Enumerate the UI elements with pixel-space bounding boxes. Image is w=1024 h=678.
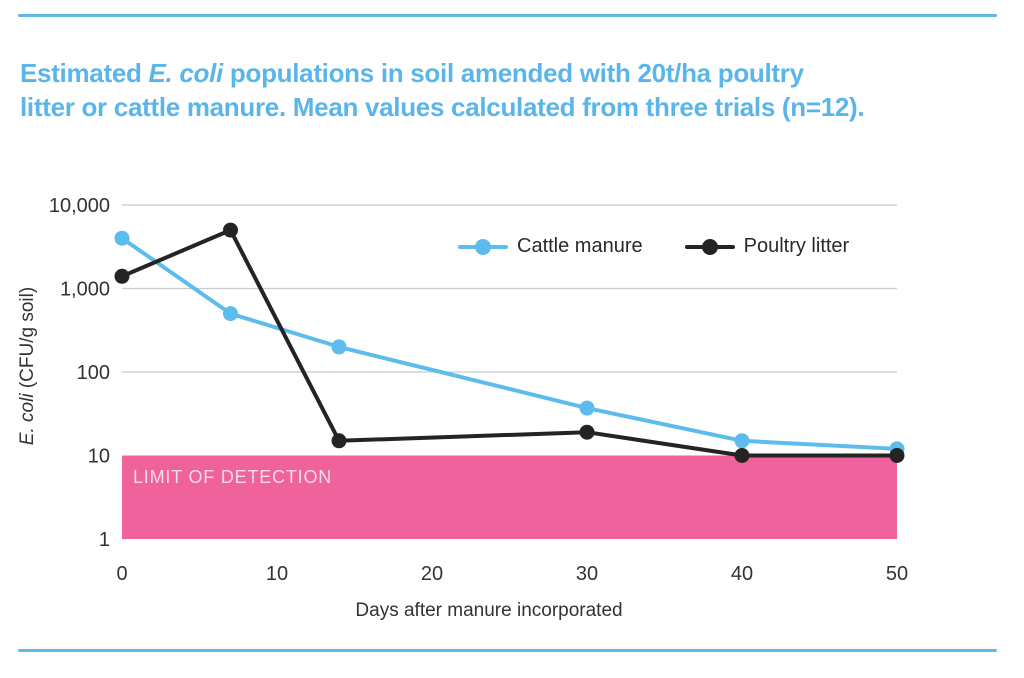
caption-text: Estimated	[20, 58, 149, 88]
legend: Cattle manure Poultry litter	[458, 235, 849, 258]
cattle-manure-dot-icon	[475, 238, 491, 255]
data-point-poultry-litter-day-30	[579, 424, 595, 440]
y-axis-title: E. coli (CFU/g soil)	[17, 287, 38, 445]
bottom-divider-rule	[18, 649, 997, 652]
cattle-manure-line-marker-icon	[458, 238, 508, 255]
data-point-cattle-manure-day-14	[331, 339, 347, 355]
poultry-litter-line-marker-icon	[684, 238, 735, 255]
x-tick-label: 40	[731, 563, 753, 585]
caption-text: populations in soil amended with 20t/ha …	[222, 58, 804, 88]
x-axis-tick-labels: 0 10 20 30 40 50	[116, 563, 908, 585]
legend-item-cattle-manure: Cattle manure	[458, 235, 643, 258]
data-series	[114, 222, 905, 463]
data-point-poultry-litter-day-0	[114, 268, 130, 284]
legend-item-poultry-litter: Poultry litter	[684, 235, 850, 258]
series-line-cattle-manure	[120, 236, 899, 451]
y-axis-tick-labels: 10,000 1,000 100 10 1	[49, 195, 110, 551]
limit-of-detection-label: LIMIT OF DETECTION	[133, 467, 332, 487]
data-point-cattle-manure-day-30	[579, 400, 595, 416]
limit-of-detection-band-group: LIMIT OF DETECTION	[122, 455, 897, 539]
poultry-litter-dot-icon	[701, 238, 718, 255]
limit-of-detection-band	[122, 455, 897, 539]
y-tick-label: 1,000	[60, 279, 110, 301]
y-tick-label: 10	[88, 446, 110, 468]
x-tick-label: 50	[886, 563, 908, 585]
y-tick-label: 1	[99, 529, 110, 551]
y-tick-label: 100	[77, 362, 110, 384]
x-tick-label: 0	[116, 563, 127, 585]
data-point-poultry-litter-day-40	[734, 448, 750, 463]
legend-label-poultry-litter: Poultry litter	[743, 235, 850, 257]
data-point-cattle-manure-day-0	[114, 230, 130, 246]
data-point-cattle-manure-day-7	[223, 306, 238, 322]
data-point-poultry-litter-day-50	[889, 448, 905, 463]
x-tick-label: 10	[266, 563, 288, 585]
x-tick-label: 20	[421, 563, 443, 585]
x-axis-title: Days after manure incorporated	[355, 600, 622, 621]
data-point-poultry-litter-day-7	[223, 222, 238, 238]
caption-line-2: litter or cattle manure. Mean values cal…	[20, 92, 865, 122]
y-tick-label: 10,000	[49, 195, 110, 217]
y-axis-title-rest: (CFU/g soil)	[17, 287, 38, 394]
top-divider-rule	[18, 14, 997, 17]
figure-caption: Estimated E. coli populations in soil am…	[20, 56, 865, 124]
data-point-cattle-manure-day-40	[734, 433, 750, 449]
data-point-poultry-litter-day-14	[331, 433, 347, 449]
caption-italic-species: E. coli	[148, 58, 224, 88]
gridlines	[122, 204, 897, 373]
y-axis-title-italic: E. coli	[17, 393, 38, 446]
legend-label-cattle-manure: Cattle manure	[517, 235, 643, 257]
caption-line-1: Estimated E. coli populations in soil am…	[20, 56, 864, 90]
x-tick-label: 30	[576, 563, 598, 585]
series-line-poultry-litter	[120, 228, 899, 458]
